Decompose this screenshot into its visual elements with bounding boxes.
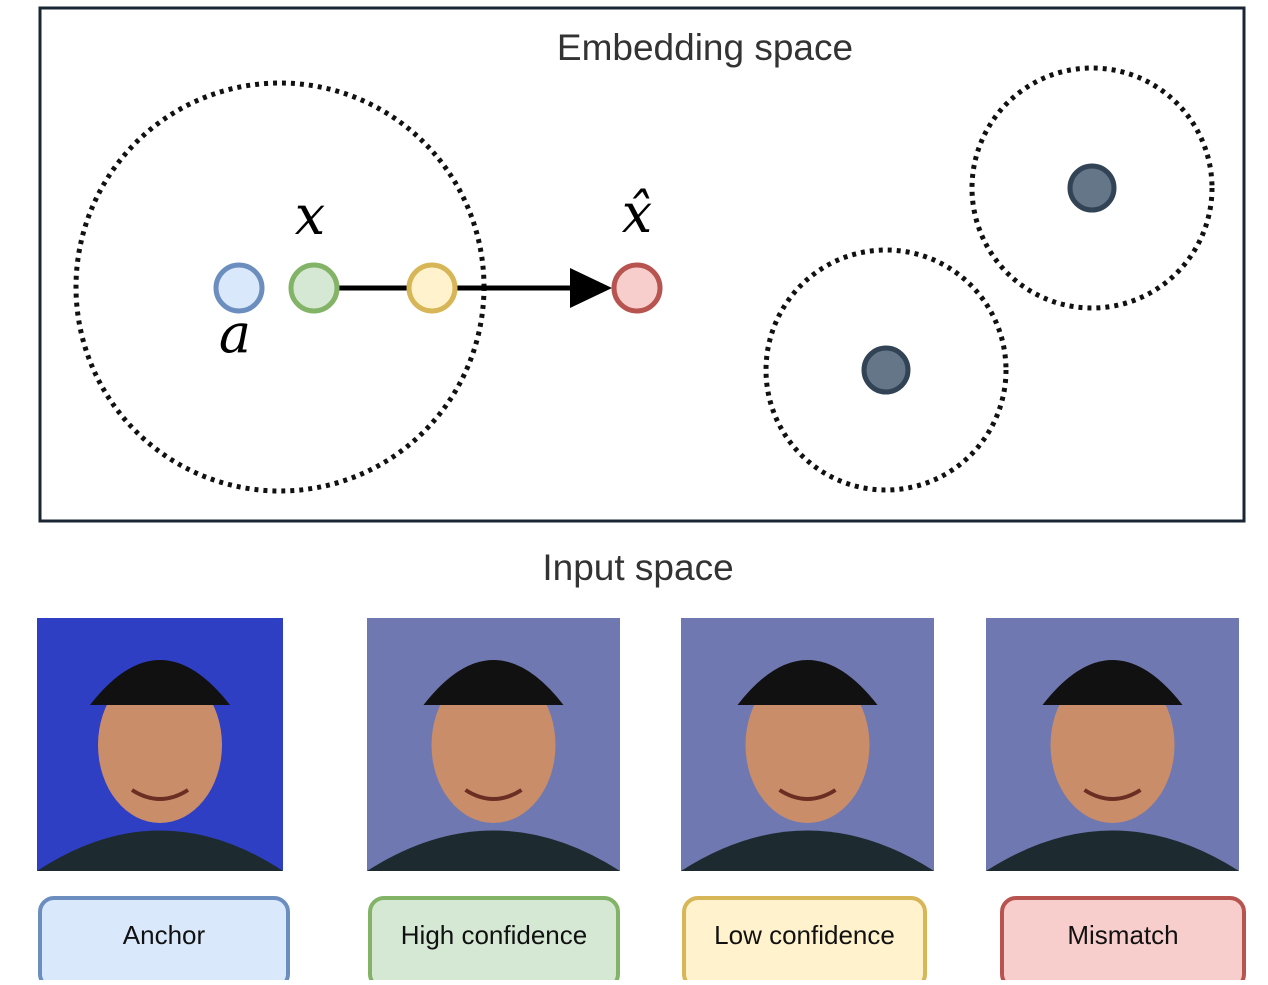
photo-face xyxy=(98,667,222,823)
embedding-title: Embedding space xyxy=(557,27,853,68)
photo-cap xyxy=(737,660,878,705)
other-point xyxy=(1067,163,1117,213)
input-point xyxy=(288,262,340,314)
neighborhood xyxy=(763,247,1009,493)
label-text: Mismatch xyxy=(1067,920,1178,950)
photo-cap xyxy=(1042,660,1183,705)
label-box xyxy=(368,896,620,985)
photo-face xyxy=(431,667,556,823)
arrow-head xyxy=(570,268,612,308)
label-box xyxy=(1000,896,1246,985)
photo-smile xyxy=(464,788,523,801)
mismatch-point xyxy=(611,262,663,314)
embedding-frame xyxy=(38,6,1246,523)
other-point xyxy=(861,345,911,395)
photo-cap xyxy=(423,660,564,705)
label-box xyxy=(38,896,290,985)
photo-cap xyxy=(90,660,230,705)
label-box xyxy=(682,896,927,985)
anchor-point xyxy=(213,262,265,314)
photo-shirt xyxy=(986,830,1239,871)
photo-smile xyxy=(130,788,190,801)
label-text: Anchor xyxy=(123,920,206,950)
label-text: High confidence xyxy=(401,920,587,950)
input-title: Input space xyxy=(542,547,733,588)
photo-shirt xyxy=(367,830,620,871)
photos xyxy=(37,618,1239,871)
neighborhood xyxy=(969,65,1215,311)
photo-face xyxy=(1050,667,1175,823)
label-xhat: x̂ xyxy=(622,182,652,245)
label-x: x xyxy=(295,184,325,247)
labels: Anchor High confidence Low confidence Misma… xyxy=(38,896,1246,985)
photo-shirt xyxy=(37,830,283,871)
label-a: a xyxy=(219,302,251,365)
photo-shirt xyxy=(681,830,934,871)
photo-smile xyxy=(778,788,837,801)
label-text: Low confidence xyxy=(714,920,895,950)
photo-smile xyxy=(1083,788,1142,801)
low-point xyxy=(406,262,458,314)
photo-face xyxy=(745,667,870,823)
